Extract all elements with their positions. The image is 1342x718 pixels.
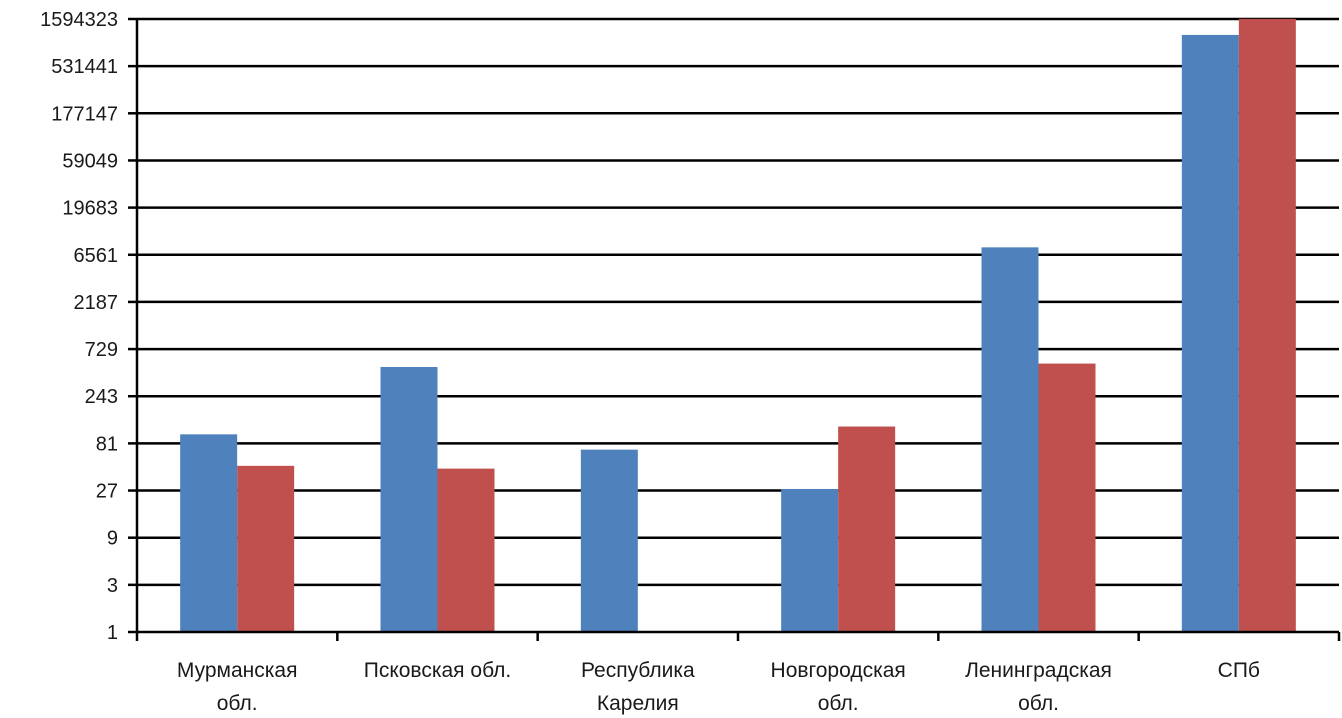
- y-tick-label: 27: [96, 481, 118, 503]
- y-tick-label: 3: [107, 575, 118, 597]
- x-category-label: Ленинградская: [965, 659, 1112, 682]
- y-tick-labels: 1 3 9 27 81 243 729 2187 6561 19683 59049 177147 531…: [40, 9, 118, 644]
- y-tick-label: 1594323: [40, 9, 118, 31]
- bar-series-1: [180, 434, 238, 632]
- y-tick-label: 531441: [51, 56, 118, 78]
- bar-series-2: [437, 468, 495, 632]
- x-category-labels: Мурманская обл. Псковская обл. Республика Ка…: [177, 659, 1260, 715]
- bar-series-1: [1181, 34, 1239, 633]
- x-category-label: Республика: [581, 659, 695, 682]
- x-category-label: Новгородская: [771, 659, 906, 682]
- x-category-label: Карелия: [597, 692, 679, 715]
- gridlines: [137, 17, 1339, 587]
- bar-series-2: [237, 465, 295, 632]
- axes: [128, 17, 1341, 641]
- bar-series-2: [1238, 18, 1296, 633]
- y-tick-label: 1: [107, 622, 118, 644]
- x-category-label: обл.: [217, 692, 258, 715]
- y-tick-label: 6561: [74, 245, 119, 267]
- bar-series-2: [1038, 363, 1096, 632]
- y-tick-label: 59049: [62, 150, 118, 172]
- x-category-label: Псковская обл.: [364, 659, 512, 682]
- y-tick-label: 729: [85, 339, 118, 361]
- bar-series-1: [580, 449, 638, 632]
- y-tick-label: 19683: [62, 198, 118, 220]
- bar-series-1: [781, 488, 839, 632]
- bar-series-1: [380, 367, 438, 632]
- x-category-label: обл.: [1018, 692, 1059, 715]
- bar-series-2: [838, 426, 896, 632]
- bars: [180, 18, 1296, 633]
- y-tick-label: 2187: [74, 292, 119, 314]
- y-tick-label: 177147: [51, 103, 118, 125]
- x-category-label: Мурманская: [177, 659, 298, 682]
- y-tick-label: 9: [107, 528, 118, 550]
- x-category-label: обл.: [818, 692, 859, 715]
- x-category-label: СПб: [1218, 659, 1260, 682]
- bar-series-1: [981, 247, 1039, 633]
- y-tick-label: 81: [96, 433, 118, 455]
- y-tick-label: 243: [85, 386, 118, 408]
